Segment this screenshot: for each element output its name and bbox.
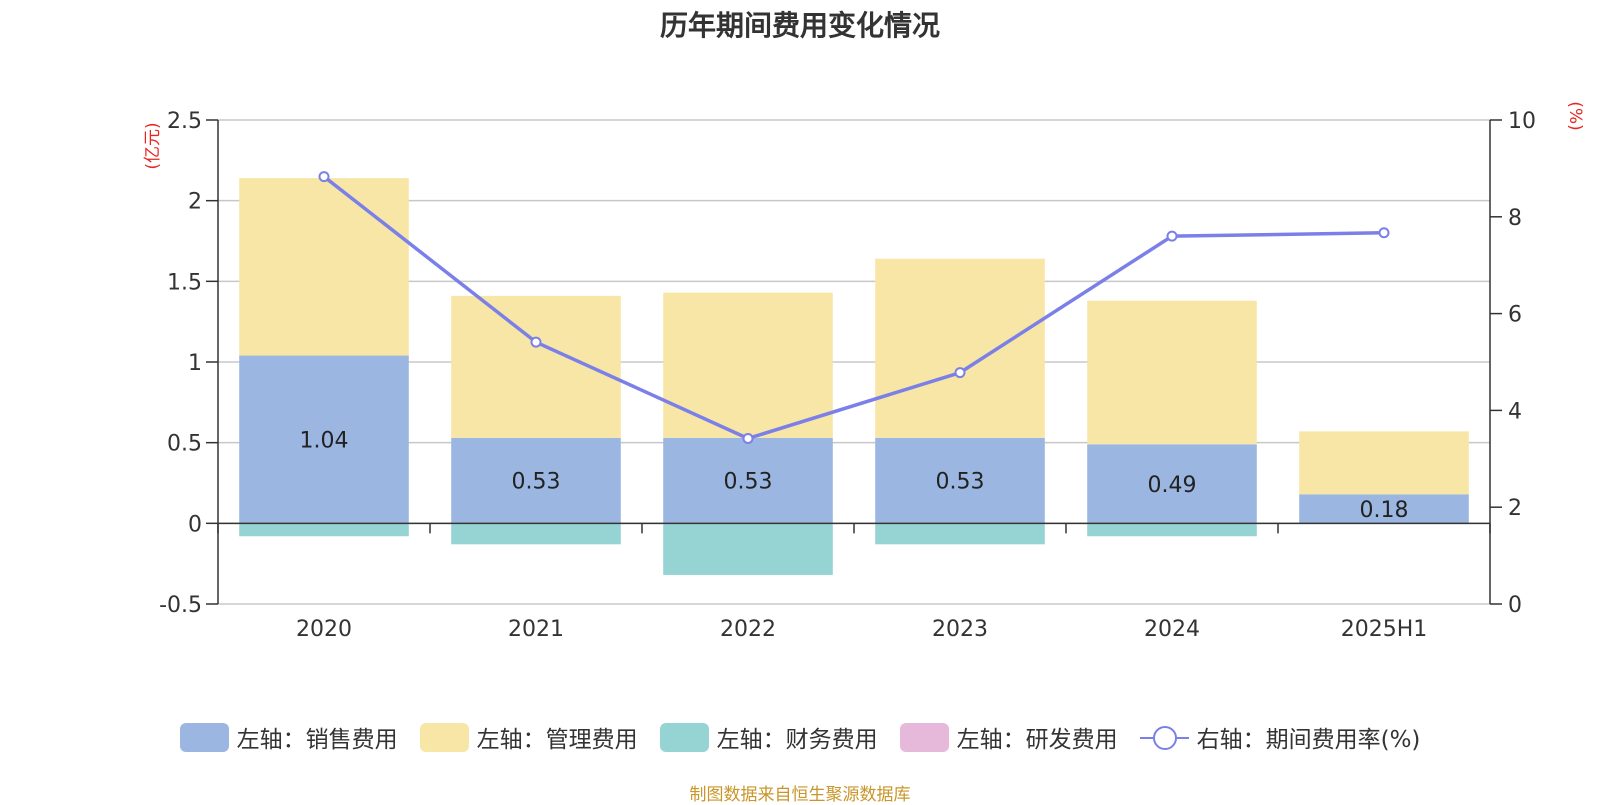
source-note: 制图数据来自恒生聚源数据库 [689, 785, 911, 805]
bar-value-label: 0.53 [512, 470, 561, 495]
legend-label-admin: 左轴：管理费用 [476, 727, 638, 753]
bar-segment[interactable] [875, 523, 1045, 545]
left-tick-label: 1 [188, 351, 202, 376]
right-tick-label: 10 [1508, 109, 1536, 134]
bar-segment[interactable] [875, 258, 1045, 438]
legend-label-sales: 左轴：销售费用 [236, 727, 398, 753]
legend-swatch-sales [179, 722, 229, 752]
left-tick-label: 0.5 [167, 432, 202, 457]
right-axis-unit: (%) [1565, 101, 1585, 130]
legend: 左轴：销售费用 左轴：管理费用 左轴：财务费用 左轴：研发费用 右轴：期间费用率… [0, 720, 1600, 754]
bar-value-label: 0.53 [936, 470, 985, 495]
bar-segment[interactable] [451, 523, 621, 545]
bar-segment[interactable] [663, 292, 833, 438]
left-tick-label: -0.5 [159, 593, 202, 618]
bar-value-label: 1.04 [300, 428, 349, 453]
bar-segment[interactable] [875, 437, 1045, 524]
legend-item-sales[interactable]: 左轴：销售费用 [179, 720, 398, 754]
legend-swatch-rnd [899, 722, 949, 752]
legend-swatch-finance [659, 722, 709, 752]
rate-line-layer [318, 171, 1390, 444]
x-tick-label: 2024 [1144, 617, 1200, 642]
rate-point[interactable] [742, 432, 754, 444]
rate-point[interactable] [318, 171, 330, 183]
bar-segment[interactable] [663, 523, 833, 575]
legend-item-rate[interactable]: 右轴：期间费用率(%) [1139, 720, 1421, 754]
x-tick-label: 2025H1 [1341, 617, 1428, 642]
data-labels: 1.04 0.53 0.53 0.53 0.49 0.18 [300, 428, 1409, 522]
legend-item-admin[interactable]: 左轴：管理费用 [419, 720, 638, 754]
left-tick-label: 2 [188, 190, 202, 215]
right-tick-label: 6 [1508, 303, 1522, 328]
bar-segment[interactable] [239, 178, 409, 356]
right-tick-label: 8 [1508, 206, 1522, 231]
rate-point[interactable] [954, 367, 966, 379]
legend-label-rnd: 左轴：研发费用 [956, 727, 1118, 753]
bar-value-label: 0.18 [1360, 498, 1409, 523]
left-tick-label: 2.5 [167, 109, 202, 134]
bar-segment[interactable] [1087, 523, 1257, 537]
rate-point[interactable] [530, 336, 542, 348]
bar-segment[interactable] [1087, 300, 1257, 445]
legend-item-finance[interactable]: 左轴：财务费用 [659, 720, 878, 754]
x-tick-label: 2023 [932, 617, 988, 642]
chart-title: 历年期间费用变化情况 [659, 9, 940, 42]
rate-line [322, 175, 1385, 441]
x-tick-label: 2022 [720, 617, 776, 642]
legend-item-rnd[interactable]: 左轴：研发费用 [899, 720, 1118, 754]
bar-segment[interactable] [1299, 431, 1469, 495]
bar-segment[interactable] [239, 523, 409, 537]
legend-label-finance: 左轴：财务费用 [716, 727, 878, 753]
bar-segment[interactable] [451, 437, 621, 524]
right-tick-label: 0 [1508, 593, 1522, 618]
bar-segment[interactable] [663, 437, 833, 524]
right-tick-label: 2 [1508, 496, 1522, 521]
left-axis-unit: (亿元) [143, 122, 163, 169]
legend-label-rate: 右轴：期间费用率(%) [1196, 727, 1421, 753]
bar-layer [239, 178, 1469, 575]
x-tick-label: 2021 [508, 617, 564, 642]
left-tick-label: 1.5 [167, 270, 202, 295]
axes: -0.5 0 0.5 1 1.5 2 2.5 0 2 4 6 8 10 2020 2021 2022 2023 2… [143, 101, 1585, 642]
rate-point[interactable] [1166, 230, 1178, 242]
bar-segment[interactable] [451, 295, 621, 438]
bar-value-label: 0.53 [724, 470, 773, 495]
bar-segment[interactable] [1299, 494, 1469, 524]
bar-value-label: 0.49 [1148, 473, 1197, 498]
right-tick-label: 4 [1508, 399, 1522, 424]
left-tick-label: 0 [188, 512, 202, 537]
legend-line-marker-icon [1139, 723, 1189, 752]
x-tick-label: 2020 [296, 617, 352, 642]
bar-segment[interactable] [239, 355, 409, 524]
rate-point[interactable] [1378, 227, 1390, 239]
bar-segment[interactable] [1087, 444, 1257, 524]
legend-swatch-admin [419, 722, 469, 752]
